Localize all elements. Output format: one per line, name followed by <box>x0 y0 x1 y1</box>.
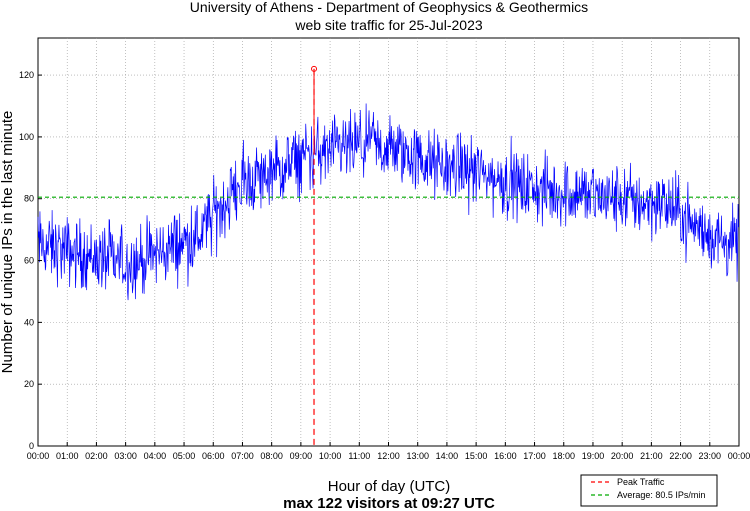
tick-layer: 00:00 01:00 02:00 03:00 04:00 05:00 06:00 07:00… <box>19 70 750 461</box>
y-tick-label: 120 <box>19 70 34 80</box>
legend: Peak Traffic Average: 80.5 IPs/min <box>580 474 718 507</box>
x-tick-label: 09:00 <box>290 451 313 461</box>
x-tick-label: 00:00 <box>27 451 50 461</box>
x-tick-label: 23:00 <box>699 451 722 461</box>
y-tick-label: 100 <box>19 132 34 142</box>
chart-title-line1: University of Athens - Department of Geo… <box>190 0 588 15</box>
y-tick-label: 40 <box>24 317 34 327</box>
x-tick-label: 02:00 <box>85 451 108 461</box>
series-layer <box>37 103 739 301</box>
x-tick-label: 04:00 <box>144 451 167 461</box>
x-tick-label: 21:00 <box>640 451 663 461</box>
y-tick-label: 0 <box>29 441 34 451</box>
y-axis-label: Number of unique IPs in the last minute <box>0 111 16 374</box>
x-tick-label: 03:00 <box>114 451 137 461</box>
x-tick-label: 10:00 <box>319 451 342 461</box>
y-tick-label: 80 <box>24 194 34 204</box>
peak-marker <box>311 65 318 72</box>
x-tick-label: 05:00 <box>173 451 196 461</box>
x-tick-label: 14:00 <box>436 451 459 461</box>
x-tick-label: 11:00 <box>348 451 370 461</box>
chart-subtitle: max 122 visitors at 09:27 UTC <box>283 495 495 511</box>
x-tick-label: 18:00 <box>552 451 575 461</box>
x-tick-label: 13:00 <box>406 451 429 461</box>
x-tick-label: 08:00 <box>260 451 283 461</box>
x-tick-label: 19:00 <box>582 451 605 461</box>
y-tick-label: 60 <box>24 256 34 266</box>
x-tick-label: 07:00 <box>231 451 254 461</box>
legend-box <box>580 474 718 507</box>
legend-peak-label: Peak Traffic <box>617 477 665 487</box>
x-tick-label: 06:00 <box>202 451 225 461</box>
x-tick-label: 15:00 <box>465 451 488 461</box>
x-tick-label: 00:00 <box>728 451 750 461</box>
x-tick-label: 20:00 <box>611 451 634 461</box>
y-tick-label: 20 <box>24 379 34 389</box>
x-tick-label: 01:00 <box>56 451 79 461</box>
traffic-series-line <box>37 103 739 301</box>
x-axis-label: Hour of day (UTC) <box>328 478 451 495</box>
chart-title-line2: web site traffic for 25-Jul-2023 <box>294 17 482 33</box>
reference-lines <box>38 65 739 446</box>
legend-average-label: Average: 80.5 IPs/min <box>617 490 705 500</box>
x-tick-label: 22:00 <box>669 451 692 461</box>
x-tick-label: 16:00 <box>494 451 517 461</box>
x-tick-label: 12:00 <box>377 451 400 461</box>
x-tick-label: 17:00 <box>523 451 546 461</box>
